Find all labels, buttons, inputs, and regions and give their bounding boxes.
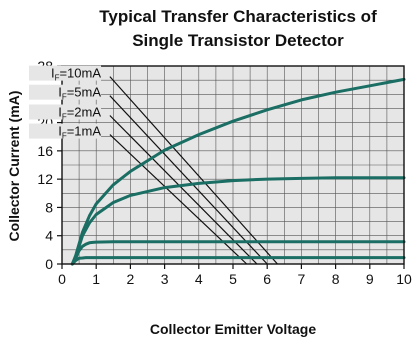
series-label: IF=5mA xyxy=(58,85,101,102)
grid-lines xyxy=(62,66,404,264)
y-axis-title: Collector Current (mA) xyxy=(6,91,22,242)
series-line xyxy=(70,256,406,266)
x-tick-label: 9 xyxy=(366,271,374,287)
series-curves xyxy=(70,77,406,266)
x-tick-label: 3 xyxy=(161,271,169,287)
series-label: IF=2mA xyxy=(58,105,101,122)
y-tick-label: 8 xyxy=(45,199,53,215)
series-labels: IF=10mA IF=5mA IF=2mA IF=1mA xyxy=(29,65,102,141)
series-label-background xyxy=(29,104,102,120)
series-label-background xyxy=(29,123,102,139)
series-label-background xyxy=(29,84,102,100)
x-tick-label: 10 xyxy=(396,271,412,287)
x-tick-label: 4 xyxy=(195,271,203,287)
power-line xyxy=(109,76,278,265)
y-tick-label: 0 xyxy=(45,256,53,272)
series-label: IF=1mA xyxy=(58,124,101,141)
chart-title-line-1: Typical Transfer Characteristics of xyxy=(99,7,377,26)
x-tick-label: 7 xyxy=(298,271,306,287)
x-axis-title: Collector Emitter Voltage xyxy=(150,321,316,337)
y-tick-label: 16 xyxy=(37,143,53,159)
series-line xyxy=(70,240,406,266)
series-label: IF=10mA xyxy=(51,66,101,83)
x-tick-label: 0 xyxy=(58,271,66,287)
y-tick-label: 4 xyxy=(45,228,53,244)
series-line xyxy=(70,77,406,266)
x-tick-label: 8 xyxy=(332,271,340,287)
power-line xyxy=(109,115,258,265)
x-tick-label: 2 xyxy=(127,271,135,287)
series-label-background xyxy=(29,65,102,81)
x-tick-label: 6 xyxy=(263,271,271,287)
series-line xyxy=(70,176,406,266)
power-line xyxy=(109,95,268,265)
y-tick-label: 12 xyxy=(37,171,53,187)
chart-title-line-2: Single Transistor Detector xyxy=(132,31,344,50)
x-tick-label: 1 xyxy=(92,271,100,287)
x-tick-label: 5 xyxy=(229,271,237,287)
